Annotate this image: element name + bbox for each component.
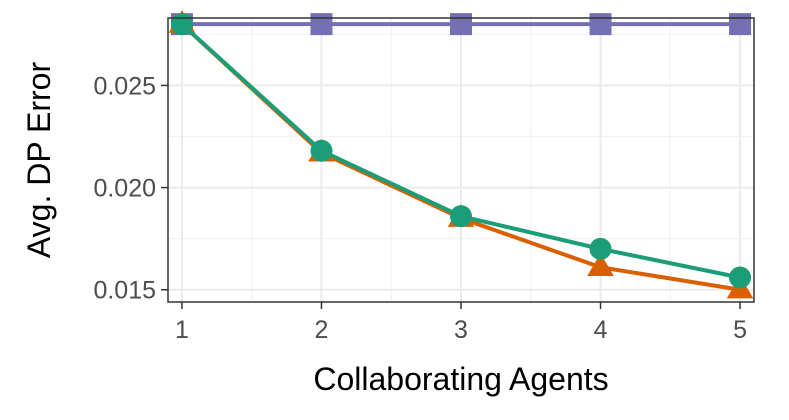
x-tick-label: 4 [594, 316, 608, 344]
data-point-square [450, 13, 472, 36]
x-tick-label: 5 [733, 316, 747, 344]
data-point-circle [589, 237, 612, 260]
x-axis-title: Collaborating Agents [313, 361, 608, 397]
data-point-square [589, 13, 612, 36]
data-point-circle [170, 13, 193, 36]
x-tick-label: 2 [315, 316, 329, 344]
data-point-square [729, 13, 752, 36]
grid-layer [168, 18, 754, 302]
data-point-circle [310, 139, 333, 162]
data-point-circle [729, 266, 752, 289]
x-tick-label: 3 [454, 316, 468, 344]
data-point-square [310, 13, 333, 36]
y-tick-label: 0.025 [93, 72, 156, 100]
data-point-circle [450, 205, 472, 228]
data-point-triangle [587, 253, 614, 276]
y-tick-label: 0.020 [93, 175, 156, 203]
y-tick-label: 0.015 [93, 277, 156, 305]
axis-layer: 1 2 3 4 5 0.015 0.020 0.025 [93, 72, 747, 344]
y-axis-title: Avg. DP Error [21, 62, 57, 259]
x-tick-label: 1 [175, 316, 189, 344]
